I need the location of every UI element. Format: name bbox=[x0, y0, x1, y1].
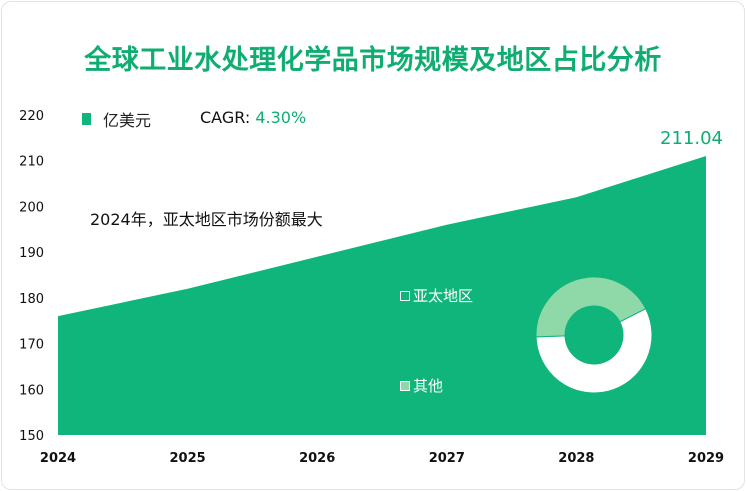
cagr-value: 4.30% bbox=[255, 108, 307, 127]
donut-chart bbox=[535, 276, 653, 394]
pie-legend-other-label: 其他 bbox=[413, 377, 444, 395]
pie-legend-other-swatch bbox=[400, 380, 410, 391]
y-tick-label: 210 bbox=[19, 155, 44, 170]
pie-legend-other: 其他 bbox=[400, 375, 443, 396]
x-tick-label: 2026 bbox=[299, 451, 335, 466]
y-tick-label: 180 bbox=[19, 292, 44, 307]
y-tick-label: 220 bbox=[19, 109, 44, 124]
legend: 亿美元 bbox=[82, 108, 151, 130]
y-tick-label: 200 bbox=[19, 200, 44, 215]
x-tick-label: 2028 bbox=[558, 451, 594, 466]
pie-legend-asia-label: 亚太地区 bbox=[413, 287, 474, 305]
legend-swatch bbox=[82, 113, 91, 125]
y-tick-label: 190 bbox=[19, 246, 44, 261]
x-tick-label: 2024 bbox=[40, 451, 76, 466]
y-tick-label: 160 bbox=[19, 383, 44, 398]
y-tick-label: 150 bbox=[19, 429, 44, 444]
x-tick-label: 2027 bbox=[429, 451, 465, 466]
pie-legend-asia-swatch bbox=[400, 290, 410, 301]
last-value-label: 211.04 bbox=[660, 128, 723, 149]
x-tick-label: 2025 bbox=[170, 451, 206, 466]
x-axis: 2024 2025 2026 2027 2028 2029 bbox=[40, 451, 724, 466]
cagr-label: CAGR: bbox=[200, 108, 251, 127]
y-tick-label: 170 bbox=[19, 338, 44, 353]
annotation-note: 2024年，亚太地区市场份额最大 bbox=[90, 210, 323, 229]
chart-title: 全球工业水处理化学品市场规模及地区占比分析 bbox=[84, 45, 662, 76]
pie-legend-asia: 亚太地区 bbox=[400, 285, 473, 306]
cagr-text: CAGR: 4.30% bbox=[200, 108, 306, 127]
y-axis: 150 160 170 180 190 200 210 220 bbox=[19, 109, 44, 444]
x-tick-label: 2029 bbox=[688, 451, 724, 466]
donut-slice bbox=[535, 307, 653, 394]
legend-label: 亿美元 bbox=[103, 111, 152, 130]
donut-slice bbox=[535, 276, 647, 338]
